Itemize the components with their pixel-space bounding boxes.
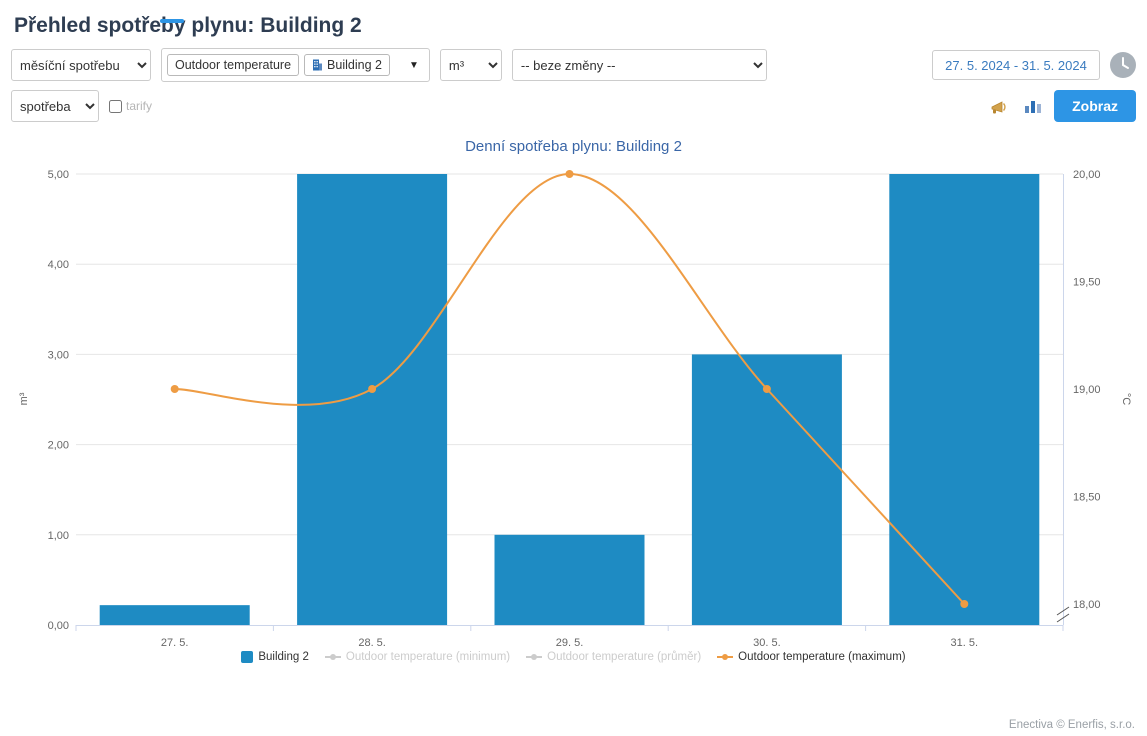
legend-label: Outdoor temperature (maximum) xyxy=(738,651,906,663)
chart-title: Denní spotřeba plynu: Building 2 xyxy=(465,138,682,155)
legend-item-outdoor-temperature-minimum[interactable]: Outdoor temperature (minimum) xyxy=(324,651,511,663)
svg-text:m³: m³ xyxy=(18,392,30,405)
legend-line-marker xyxy=(717,652,734,662)
chart-legend: Building 2 Outdoor temperature (minimum) O… xyxy=(11,651,1136,663)
legend-label: Outdoor temperature (průměr) xyxy=(547,651,702,663)
tab-indicator xyxy=(160,19,184,23)
legend-label: Outdoor temperature (minimum) xyxy=(345,651,511,663)
bar-chart-icon[interactable] xyxy=(1022,96,1044,116)
series-tag-label: Building 2 xyxy=(327,58,382,72)
svg-text:18,00: 18,00 xyxy=(1073,599,1101,611)
tarify-checkbox-wrap: tarify xyxy=(109,99,152,113)
period-select[interactable]: měsíční spotřebu xyxy=(11,49,151,81)
svg-text:18,50: 18,50 xyxy=(1073,492,1101,504)
toolbar-row-2: spotřeba tarify Zobraz xyxy=(11,90,1136,122)
svg-text:27. 5.: 27. 5. xyxy=(161,637,189,649)
chevron-down-icon[interactable]: ▼ xyxy=(408,59,419,71)
svg-text:19,00: 19,00 xyxy=(1073,384,1101,396)
svg-text:30. 5.: 30. 5. xyxy=(753,637,781,649)
footer-credit: Enectiva © Enerfis, s.r.o. xyxy=(1008,719,1135,731)
mode-select[interactable]: spotřeba xyxy=(11,90,99,122)
legend-line-marker xyxy=(324,652,341,662)
svg-text:3,00: 3,00 xyxy=(48,349,69,361)
legend-item-building-2[interactable]: Building 2 xyxy=(241,651,309,663)
transform-select[interactable]: -- beze změny -- xyxy=(511,49,767,81)
svg-text:5,00: 5,00 xyxy=(48,169,69,181)
consumption-chart: 0,00 1,00 2,00 3,00 4,00 5,00 18,00 18,50 19,00 1… xyxy=(18,169,1132,649)
unit-select[interactable]: m³ xyxy=(439,49,502,81)
legend-item-outdoor-temperature-pr-m-r[interactable]: Outdoor temperature (průměr) xyxy=(526,651,701,663)
megaphone-icon[interactable] xyxy=(988,96,1012,117)
svg-text:2,00: 2,00 xyxy=(48,440,69,452)
svg-text:31. 5.: 31. 5. xyxy=(951,637,979,649)
svg-text:29. 5.: 29. 5. xyxy=(556,637,584,649)
show-button[interactable]: Zobraz xyxy=(1054,90,1136,122)
tarify-checkbox[interactable] xyxy=(109,99,122,113)
legend-bar-marker xyxy=(241,651,254,663)
series-tag-building-2[interactable]: Building 2 xyxy=(304,54,390,76)
toolbar-row-1: měsíční spotřebu Outdoor temperature Bui… xyxy=(11,48,1136,82)
svg-text:28. 5.: 28. 5. xyxy=(358,637,386,649)
svg-text:°C: °C xyxy=(1120,393,1132,405)
date-range-input[interactable] xyxy=(932,50,1100,80)
series-tag-outdoor-temperature[interactable]: Outdoor temperature xyxy=(167,54,300,76)
page-title: Přehled spotřeby plynu: Building 2 xyxy=(14,14,362,37)
series-multiselect[interactable]: Outdoor temperature Building 2 ▼ xyxy=(161,48,430,82)
legend-item-outdoor-temperature-maximum[interactable]: Outdoor temperature (maximum) xyxy=(717,651,906,663)
svg-text:19,50: 19,50 xyxy=(1073,277,1101,289)
building-icon xyxy=(313,59,323,71)
svg-text:4,00: 4,00 xyxy=(48,259,69,271)
svg-text:1,00: 1,00 xyxy=(48,530,69,542)
svg-text:0,00: 0,00 xyxy=(48,620,69,632)
legend-label: Building 2 xyxy=(258,651,309,663)
tarify-label: tarify xyxy=(126,99,153,113)
legend-line-marker xyxy=(526,652,543,662)
app-root: Přehled spotřeby plynu: Building 2 měsíč… xyxy=(0,14,1147,736)
clock-icon[interactable] xyxy=(1110,52,1136,78)
svg-text:20,00: 20,00 xyxy=(1073,169,1101,181)
